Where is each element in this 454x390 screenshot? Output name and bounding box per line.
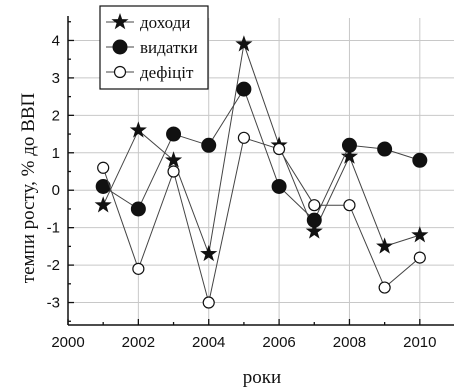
legend-label: дефіціт [140,63,194,82]
series-group [94,35,429,309]
data-point [130,201,146,217]
data-point [200,244,218,262]
legend-label: доходи [140,13,190,32]
x-tick-label: 2004 [192,334,225,351]
data-point [308,199,321,212]
data-point [343,199,356,212]
data-point [237,131,251,144]
data-point [201,137,217,153]
legend-label: видатки [140,38,198,57]
data-point [376,237,394,254]
legend-marker [112,39,128,55]
legend: доходи видатки дефіціт [99,5,209,90]
legend-marker [111,13,129,30]
y-tick-label: 1 [52,145,60,162]
data-point [271,178,287,194]
data-point [305,222,323,239]
series-open-circle [97,131,426,309]
data-point [94,196,112,213]
data-point [164,151,183,168]
y-axis-title: темпи росту, % до ВВП [18,92,39,283]
data-point [377,141,393,157]
data-point [413,251,426,264]
data-point [129,121,147,138]
y-tick-label: -3 [47,295,60,312]
y-tick-label: -2 [47,257,60,274]
data-point [378,281,391,294]
data-point [306,212,322,228]
x-axis-title: роки [243,367,281,388]
y-tick-label: 3 [52,70,60,87]
data-point [340,147,359,164]
data-point [412,152,428,168]
series-star [94,35,429,262]
series-line [102,44,420,256]
data-point [236,81,252,97]
x-tick-label: 2002 [122,334,155,351]
data-point [166,126,182,142]
data-point [411,226,429,243]
x-tick-label: 2006 [262,334,295,351]
data-point [272,142,286,156]
data-point [132,262,145,275]
x-tick-label: 2000 [51,334,84,351]
data-point [202,296,215,309]
data-point [167,165,180,178]
legend-item: видатки [106,38,198,57]
data-point [235,35,253,52]
y-tick-label: 0 [52,182,60,199]
x-tick-label: 2008 [333,334,366,351]
series-line [102,87,420,222]
data-point [97,161,110,174]
series-line [102,137,421,303]
axes: -3 -2 -1 0 1 2 3 4 2000 2002 2004 2006 2008 2010 [47,16,454,351]
legend-marker [113,65,127,79]
y-tick-label: 4 [52,32,60,49]
legend-item: дефіціт [106,63,194,82]
y-tick-label: 2 [52,107,60,124]
x-tick-label: 2010 [403,334,436,351]
y-tick-label: -1 [47,220,60,237]
legend-item: доходи [106,13,190,32]
series-filled-circle [95,81,428,228]
data-point [341,137,357,153]
